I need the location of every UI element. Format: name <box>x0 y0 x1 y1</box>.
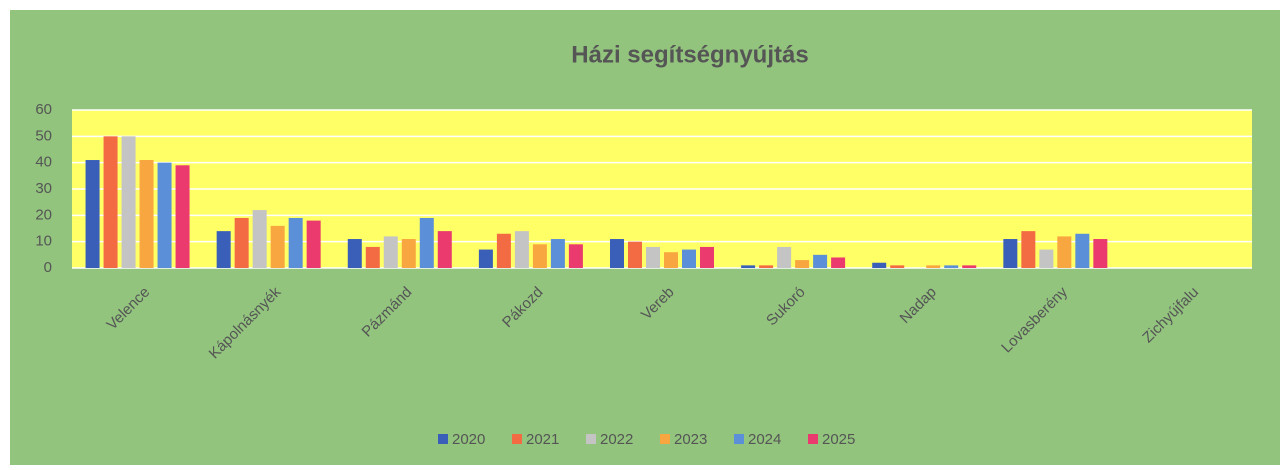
bar <box>872 262 887 268</box>
y-tick-label: 20 <box>35 206 52 223</box>
bar <box>383 236 398 268</box>
bar <box>944 265 959 268</box>
bar <box>234 217 249 268</box>
bar <box>741 265 756 268</box>
bar <box>1057 236 1072 268</box>
bar <box>496 233 511 268</box>
bar <box>401 239 416 268</box>
bar <box>1093 239 1108 268</box>
y-tick-label: 30 <box>35 180 52 197</box>
y-tick-label: 40 <box>35 154 52 171</box>
bar <box>532 244 547 268</box>
bar <box>759 265 774 268</box>
y-tick-label: 0 <box>44 259 52 276</box>
bar <box>514 231 529 268</box>
bar <box>365 246 380 268</box>
bar <box>478 249 493 268</box>
bar <box>252 210 267 268</box>
bar <box>610 239 624 268</box>
bar <box>831 257 846 268</box>
bar <box>700 246 714 268</box>
y-tick-label: 10 <box>35 233 52 250</box>
bar <box>437 231 452 268</box>
y-tick-label: 60 <box>35 101 52 118</box>
bar <box>646 246 660 268</box>
bar <box>795 260 810 268</box>
bar <box>1075 233 1090 268</box>
bar <box>962 265 977 268</box>
legend-swatch <box>734 434 744 444</box>
bar <box>682 249 696 268</box>
bar <box>926 265 941 268</box>
bar <box>1021 231 1036 268</box>
legend-swatch <box>586 434 596 444</box>
bar <box>306 220 321 268</box>
bar <box>1039 249 1054 268</box>
bar <box>550 239 565 268</box>
legend-swatch <box>438 434 448 444</box>
bar <box>103 136 118 268</box>
bar <box>628 241 642 268</box>
bar <box>216 231 231 268</box>
legend-label: 2022 <box>600 431 633 448</box>
bar <box>568 244 583 268</box>
legend-swatch <box>808 434 818 444</box>
bar <box>85 160 100 268</box>
bar <box>890 265 905 268</box>
legend-label: 2023 <box>674 431 707 448</box>
legend-label: 2025 <box>822 431 855 448</box>
bar <box>270 225 285 268</box>
bar <box>664 252 678 268</box>
legend-label: 2020 <box>452 431 485 448</box>
bar <box>777 246 792 268</box>
legend-label: 2021 <box>526 431 559 448</box>
bar <box>139 160 154 268</box>
bar <box>121 136 136 268</box>
bar <box>1003 239 1018 268</box>
bar <box>288 217 303 268</box>
bar <box>175 165 190 268</box>
legend-swatch <box>512 434 522 444</box>
legend-label: 2024 <box>748 431 781 448</box>
legend-swatch <box>660 434 670 444</box>
bar <box>157 162 172 268</box>
y-tick-label: 50 <box>35 127 52 144</box>
bar <box>347 239 362 268</box>
chart-title: Házi segítségnyújtás <box>571 41 808 68</box>
bar <box>813 254 828 268</box>
bar <box>419 217 434 268</box>
